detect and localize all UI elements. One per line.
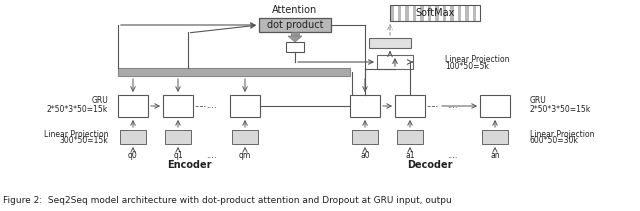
Bar [232, 130, 258, 144]
Bar [377, 55, 413, 69]
Bar [395, 95, 425, 117]
Text: Decoder: Decoder [407, 160, 452, 170]
Text: GRU: GRU [92, 96, 108, 105]
Text: Linear Projection: Linear Projection [44, 130, 108, 139]
Bar [259, 18, 331, 32]
Bar [118, 68, 350, 76]
Text: 2*50*3*50=15k: 2*50*3*50=15k [47, 105, 108, 114]
Bar [472, 5, 476, 21]
Text: Attention: Attention [273, 5, 317, 15]
Text: 600*50=30k: 600*50=30k [530, 136, 579, 145]
Polygon shape [288, 36, 302, 42]
Text: an: an [490, 150, 500, 160]
Text: ....: .... [447, 101, 458, 111]
Bar [291, 32, 299, 36]
Bar [482, 130, 508, 144]
Text: ....: .... [447, 150, 458, 160]
Bar [397, 130, 423, 144]
Bar [120, 130, 146, 144]
Bar [390, 5, 480, 21]
Bar [397, 5, 401, 21]
Text: GRU: GRU [530, 96, 547, 105]
Bar [420, 5, 424, 21]
Text: qm: qm [239, 150, 251, 160]
Bar [442, 5, 446, 21]
Bar [390, 5, 394, 21]
Bar [369, 38, 411, 48]
Bar [428, 5, 431, 21]
Bar [350, 95, 380, 117]
Text: ....: .... [206, 150, 217, 160]
Text: SoftMax: SoftMax [415, 8, 454, 18]
Bar [118, 95, 148, 117]
Text: q1: q1 [173, 150, 183, 160]
Bar [480, 95, 510, 117]
Text: 2*50*3*50=15k: 2*50*3*50=15k [530, 105, 591, 114]
Text: Linear Projection: Linear Projection [445, 55, 509, 64]
Text: a0: a0 [360, 150, 370, 160]
Bar [286, 42, 304, 52]
Bar [405, 5, 409, 21]
Bar [352, 130, 378, 144]
Text: Figure 2:  Seq2Seq model architecture with dot-product attention and Dropout at : Figure 2: Seq2Seq model architecture wit… [3, 196, 452, 205]
Text: dot product: dot product [267, 20, 323, 30]
Text: Linear Projection: Linear Projection [530, 130, 595, 139]
Bar [165, 130, 191, 144]
Bar [458, 5, 461, 21]
Bar [163, 95, 193, 117]
Bar [435, 5, 439, 21]
Text: q0: q0 [128, 150, 138, 160]
Text: Encoder: Encoder [167, 160, 211, 170]
Text: 100*50=5k: 100*50=5k [445, 62, 489, 71]
Bar [413, 5, 416, 21]
Bar [230, 95, 260, 117]
Bar [465, 5, 468, 21]
Text: ....: .... [206, 101, 217, 111]
Text: 300*50=15k: 300*50=15k [60, 136, 108, 145]
Text: a1: a1 [405, 150, 415, 160]
Bar [450, 5, 454, 21]
